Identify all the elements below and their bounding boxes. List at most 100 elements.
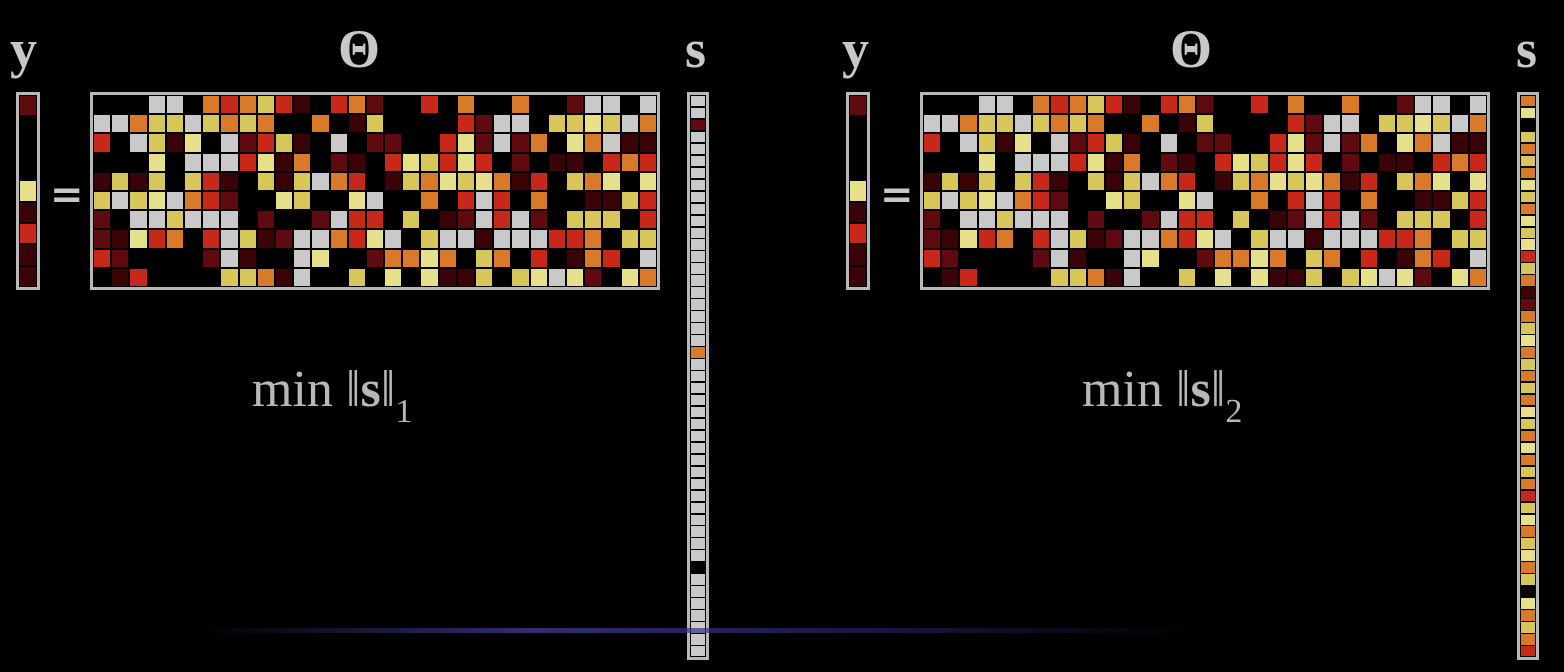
- theta-cell: [996, 115, 1013, 133]
- s-cell: [691, 610, 705, 621]
- video-artifact-strip: [200, 628, 1200, 633]
- theta-cell: [978, 172, 995, 190]
- theta-cell: [942, 192, 959, 210]
- theta-cell: [421, 249, 438, 267]
- y-cell: [20, 202, 36, 222]
- theta-cell: [960, 192, 977, 210]
- theta-cell: [166, 230, 183, 248]
- theta-cell: [1378, 211, 1396, 229]
- theta-cell: [1087, 249, 1104, 267]
- theta-cell: [221, 134, 238, 152]
- theta-cell: [330, 96, 347, 114]
- s-cell: [691, 550, 705, 561]
- s-cell: [1521, 646, 1535, 657]
- theta-cell: [166, 96, 183, 114]
- theta-cell: [942, 249, 959, 267]
- theta-cell: [294, 96, 311, 114]
- theta-cell: [457, 96, 475, 114]
- theta-cell: [476, 211, 493, 229]
- theta-cell: [1469, 172, 1486, 190]
- theta-cell: [385, 115, 402, 133]
- s-cell: [1521, 263, 1535, 274]
- formula-min: min: [252, 361, 346, 418]
- theta-cell: [1160, 153, 1177, 171]
- theta-cell: [1124, 153, 1141, 171]
- norm-open: ‖: [345, 361, 361, 418]
- theta-cell: [494, 211, 511, 229]
- norm-open: ‖: [1175, 361, 1191, 418]
- theta-cell: [385, 172, 402, 190]
- theta-cell: [457, 153, 475, 171]
- theta-cell: [1051, 115, 1068, 133]
- theta-cell: [1451, 172, 1468, 190]
- theta-cell: [978, 268, 995, 286]
- theta-cell: [1287, 230, 1305, 248]
- theta-cell: [257, 153, 274, 171]
- theta-cell: [1415, 268, 1432, 286]
- theta-cell: [1105, 115, 1123, 133]
- s-vector: [687, 92, 709, 660]
- theta-cell: [1269, 172, 1286, 190]
- s-cell: [1521, 610, 1535, 621]
- theta-cell: [476, 192, 493, 210]
- theta-cell: [1397, 249, 1414, 267]
- theta-cell: [239, 230, 256, 248]
- theta-cell: [1397, 134, 1414, 152]
- theta-cell: [366, 249, 384, 267]
- s-cell: [691, 442, 705, 454]
- theta-cell: [421, 172, 438, 190]
- theta-cell: [621, 115, 638, 133]
- s-cell: [691, 191, 705, 203]
- theta-cell: [348, 172, 365, 190]
- theta-cell: [1033, 230, 1050, 248]
- theta-cell: [1360, 249, 1377, 267]
- theta-cell: [1051, 153, 1068, 171]
- theta-cell: [257, 115, 274, 133]
- theta-cell: [130, 249, 147, 267]
- theta-cell: [494, 192, 511, 210]
- s-cell: [691, 311, 705, 322]
- theta-cell: [184, 115, 202, 133]
- s-cell: [1521, 526, 1535, 537]
- theta-cell: [1360, 96, 1377, 114]
- theta-cell: [978, 230, 995, 248]
- theta-cell: [457, 172, 475, 190]
- theta-cell: [330, 153, 347, 171]
- theta-cell: [366, 172, 384, 190]
- theta-cell: [112, 96, 129, 114]
- theta-cell: [184, 211, 202, 229]
- theta-cell: [1014, 172, 1032, 190]
- theta-cell: [1124, 96, 1141, 114]
- theta-cell: [421, 134, 438, 152]
- theta-cell: [1342, 153, 1359, 171]
- theta-cell: [1324, 172, 1341, 190]
- s-cell: [1521, 538, 1535, 549]
- theta-cell: [1196, 249, 1214, 267]
- s-cell: [1521, 251, 1535, 262]
- theta-cell: [1087, 211, 1104, 229]
- s-label: s: [1516, 19, 1538, 79]
- theta-cell: [996, 249, 1013, 267]
- theta-cell: [1360, 268, 1377, 286]
- theta-cell: [960, 134, 977, 152]
- theta-cell: [1269, 268, 1286, 286]
- theta-cell: [148, 153, 165, 171]
- theta-cell: [996, 230, 1013, 248]
- s-cell: [691, 167, 705, 179]
- theta-cell: [942, 115, 959, 133]
- theta-cell: [203, 96, 220, 114]
- theta-cell: [312, 172, 329, 190]
- theta-cell: [1324, 192, 1341, 210]
- s-cell: [691, 646, 705, 657]
- theta-cell: [1051, 249, 1068, 267]
- theta-cell: [1196, 211, 1214, 229]
- theta-cell: [421, 230, 438, 248]
- theta-cell: [275, 96, 293, 114]
- theta-cell: [567, 153, 584, 171]
- theta-cell: [1342, 172, 1359, 190]
- theta-cell: [130, 96, 147, 114]
- theta-cell: [221, 268, 238, 286]
- theta-cell: [621, 172, 638, 190]
- s-cell: [691, 107, 705, 119]
- y-label: y: [10, 19, 37, 79]
